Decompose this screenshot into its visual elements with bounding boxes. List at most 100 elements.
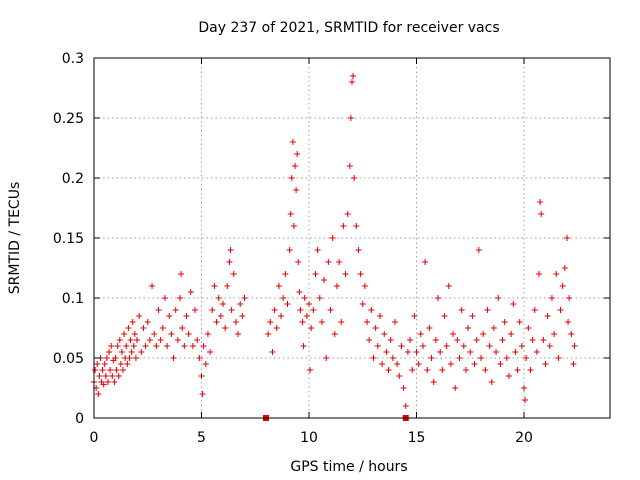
data-point — [542, 361, 549, 367]
data-point — [199, 391, 206, 397]
data-point — [294, 151, 301, 157]
data-point — [312, 271, 319, 277]
data-point — [409, 367, 416, 373]
data-point — [525, 325, 532, 331]
data-point — [568, 331, 575, 337]
data-point — [404, 349, 411, 355]
data-point — [142, 343, 149, 349]
data-point — [368, 307, 375, 313]
data-point — [121, 331, 128, 337]
data-point — [383, 349, 390, 355]
data-point — [486, 343, 493, 349]
data-point — [101, 361, 108, 367]
data-point — [419, 343, 426, 349]
data-point — [202, 361, 209, 367]
data-point — [342, 271, 349, 277]
data-point — [499, 337, 506, 343]
data-point — [347, 115, 354, 121]
data-point — [109, 373, 116, 379]
data-point — [510, 301, 517, 307]
data-point — [117, 361, 124, 367]
data-point — [392, 319, 398, 325]
data-point — [424, 367, 431, 373]
data-point — [275, 283, 282, 289]
data-point — [359, 301, 366, 307]
data-point — [398, 343, 405, 349]
data-point — [280, 295, 287, 301]
data-point — [415, 361, 422, 367]
data-point — [559, 283, 566, 289]
data-point — [351, 175, 358, 181]
data-point — [226, 259, 233, 265]
data-point — [112, 355, 119, 361]
data-point — [529, 337, 536, 343]
data-point — [450, 331, 457, 337]
data-point — [131, 331, 138, 337]
data-point — [452, 385, 459, 391]
data-point — [370, 355, 377, 361]
data-point — [189, 343, 196, 349]
data-point — [239, 313, 246, 319]
data-point — [159, 325, 166, 331]
data-point — [518, 343, 525, 349]
data-point — [130, 343, 137, 349]
data-point — [428, 355, 435, 361]
data-point — [441, 313, 448, 319]
data-point — [271, 307, 278, 313]
data-point — [417, 331, 424, 337]
data-point — [329, 235, 336, 241]
data-point — [157, 337, 164, 343]
data-point — [482, 367, 489, 373]
data-point — [295, 259, 302, 265]
data-point — [289, 139, 296, 145]
data-point — [336, 259, 343, 265]
data-point — [540, 337, 547, 343]
x-tick-label: 20 — [515, 430, 533, 446]
data-point — [413, 349, 420, 355]
y-tick-label: 0.05 — [53, 351, 84, 367]
data-point — [287, 211, 294, 217]
data-point — [357, 271, 364, 277]
data-point — [232, 319, 239, 325]
data-point — [430, 379, 437, 385]
data-point — [411, 313, 418, 319]
data-point — [99, 367, 106, 373]
data-point — [120, 367, 127, 373]
data-point — [495, 295, 502, 301]
data-point — [149, 283, 156, 289]
data-point — [174, 337, 181, 343]
data-point — [138, 349, 145, 355]
data-point — [123, 343, 130, 349]
data-point — [522, 397, 529, 403]
data-point — [389, 355, 396, 361]
data-point — [557, 307, 564, 313]
data-point — [144, 319, 151, 325]
data-point — [227, 247, 234, 253]
data-point — [306, 301, 312, 307]
data-point — [484, 307, 491, 313]
data-point — [170, 355, 177, 361]
data-point — [155, 307, 162, 313]
data-point — [497, 361, 504, 367]
data-point — [355, 247, 362, 253]
data-point — [565, 319, 572, 325]
data-point — [185, 331, 192, 337]
data-point — [153, 343, 160, 349]
data-point — [192, 307, 199, 313]
data-point — [115, 373, 122, 379]
data-point — [94, 361, 101, 367]
data-point — [548, 295, 555, 301]
x-tick-label: 0 — [90, 430, 99, 446]
data-point — [544, 313, 551, 319]
data-point — [381, 331, 388, 337]
data-point — [125, 325, 132, 331]
x-tick-label: 10 — [300, 430, 318, 446]
data-point — [407, 337, 414, 343]
data-point — [564, 235, 570, 241]
data-point — [126, 355, 133, 361]
data-point — [307, 367, 314, 373]
data-point — [172, 307, 179, 313]
data-point — [215, 295, 222, 301]
data-point — [132, 355, 139, 361]
